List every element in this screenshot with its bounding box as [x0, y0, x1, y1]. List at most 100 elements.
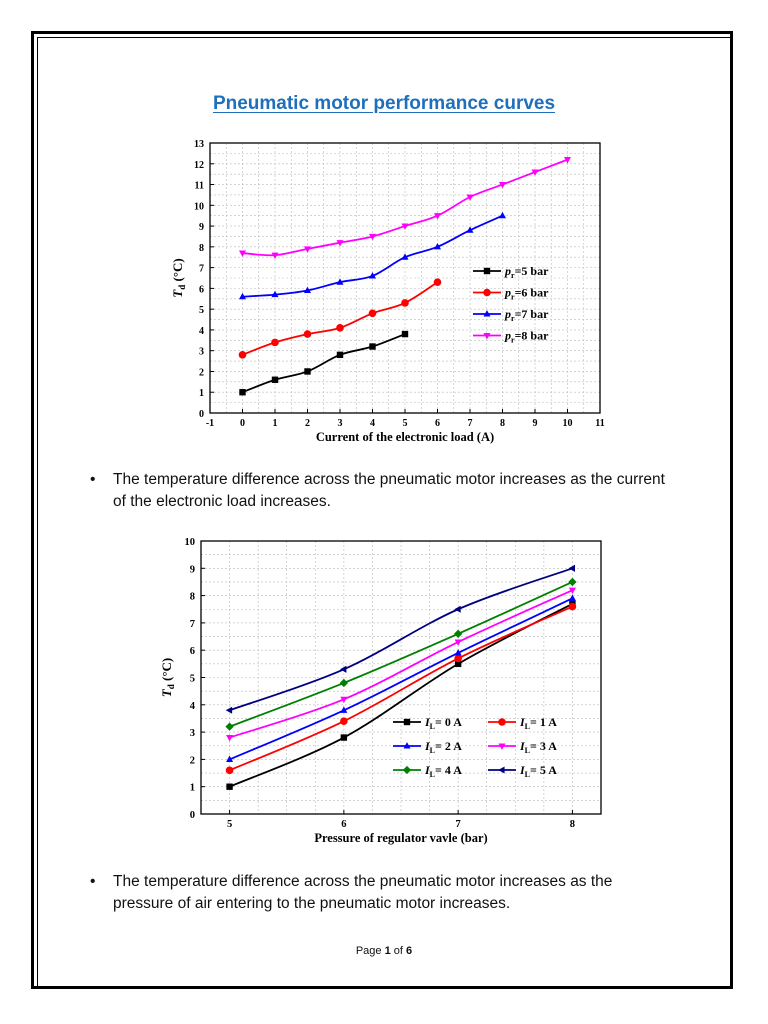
legend-label-2: IL= 1 A [519, 715, 557, 731]
legend-marker-2 [483, 288, 491, 297]
y-tick-label: 1 [199, 388, 204, 399]
bullet-item-2: • The temperature difference across the … [90, 871, 670, 915]
series-6-point-4 [568, 564, 575, 572]
x-tick-label: 2 [305, 418, 310, 429]
series-3-point-2 [340, 706, 348, 713]
legend-label-5: IL= 4 A [424, 763, 462, 779]
series-1-point-3 [304, 368, 311, 375]
x-tick-label: 1 [273, 418, 278, 429]
x-tick-label: 8 [570, 819, 575, 830]
legend-marker-3 [483, 310, 491, 317]
y-tick-label: 0 [190, 810, 195, 821]
series-3-point-1 [226, 755, 234, 762]
series-2-point-4 [568, 602, 577, 611]
x-tick-label: 4 [370, 418, 375, 429]
y-tick-label: 6 [199, 284, 204, 295]
y-tick-label: 7 [199, 264, 204, 275]
x-tick-label: 11 [595, 418, 604, 429]
series-4-point-5 [368, 233, 377, 241]
series-line-5 [229, 581, 573, 728]
footer-current-page: 1 [384, 945, 391, 957]
series-1-point-4 [336, 351, 344, 359]
page-title: Pneumatic motor performance curves [0, 93, 768, 115]
legend-marker-6 [498, 766, 505, 774]
series-line-6 [229, 567, 573, 712]
y-tick-label: 9 [190, 564, 195, 575]
x-tick-label: -1 [206, 418, 214, 429]
series-6-point-3 [454, 605, 461, 613]
series-line-4 [229, 589, 573, 739]
series-4-point-3 [454, 639, 462, 646]
series-5-point-1 [225, 722, 234, 731]
y-tick-label: 0 [199, 409, 204, 420]
series-5-point-2 [339, 678, 349, 688]
series-3-point-5 [368, 272, 377, 279]
series-4-point-6 [401, 223, 409, 230]
legend-label-3: IL= 2 A [424, 739, 462, 755]
bullet-dot: • [90, 873, 96, 890]
series-1-point-2 [271, 376, 279, 383]
legend-label-1: IL= 0 A [424, 715, 462, 731]
y-tick-label: 6 [190, 646, 195, 657]
series-2-point-3 [454, 654, 462, 663]
series-3-point-4 [568, 594, 576, 601]
series-3-point-9 [498, 211, 507, 219]
series-3-point-6 [401, 253, 409, 260]
bullet-item-1: • The temperature difference across the … [90, 469, 670, 513]
page-title-text: Pneumatic motor performance curves [212, 93, 556, 114]
series-1-point-1 [239, 389, 246, 396]
y-tick-label: 10 [194, 201, 204, 212]
series-3-point-3 [454, 649, 462, 656]
y-tick-label: 9 [199, 222, 204, 233]
x-tick-label: 10 [563, 418, 573, 429]
series-3-point-1 [238, 292, 247, 300]
chart-temperature-vs-pressure: 5 6 7 8 0 1 2 3 4 5 6 7 8 9 10 Pressure of regulator va… [155, 533, 615, 853]
legend-label-1: pr=5 bar [504, 264, 549, 280]
series-1-point-6 [401, 330, 409, 338]
legend-marker-2 [498, 718, 506, 726]
series-3-point-8 [466, 226, 474, 233]
bullet-text-1: The temperature difference across the pn… [113, 471, 665, 510]
series-4-point-1 [238, 250, 247, 257]
legend-marker-3 [403, 742, 411, 749]
series-3-point-2 [271, 290, 279, 298]
legend-marker-4 [498, 743, 506, 750]
series-4-point-4 [336, 240, 344, 247]
y-tick-label: 8 [190, 592, 195, 603]
series-4-point-1 [226, 735, 234, 742]
series-2-point-5 [368, 309, 377, 318]
series-2-point-4 [336, 324, 344, 332]
bullet-dot: • [90, 471, 96, 488]
footer-total-pages: 6 [406, 945, 413, 957]
legend-label-4: IL= 3 A [519, 739, 557, 755]
y-tick-label: 2 [199, 367, 204, 378]
series-4-point-10 [531, 169, 539, 176]
series-1-point-2 [340, 734, 348, 741]
series-3-point-3 [303, 286, 312, 294]
x-tick-label: 0 [240, 418, 245, 429]
series-line-2 [229, 605, 573, 772]
x-tick-label: 3 [338, 418, 343, 429]
series-line-3 [229, 597, 573, 761]
chart-svg: 5 6 7 8 0 1 2 3 4 5 6 7 8 9 10 Pressure of regulator va… [159, 537, 602, 845]
series-4-point-8 [466, 194, 474, 201]
series-1-point-5 [369, 343, 376, 350]
series-4-point-4 [568, 587, 576, 594]
series-2-point-2 [340, 717, 348, 725]
legend-marker-5 [402, 765, 412, 775]
y-tick-label: 3 [199, 347, 204, 358]
x-tick-label: 5 [403, 418, 408, 429]
series-1-point-3 [454, 660, 462, 668]
series-4-point-2 [340, 696, 348, 704]
series-1-point-1 [226, 783, 233, 790]
y-tick-label: 5 [190, 674, 195, 685]
x-tick-label: 7 [468, 418, 473, 429]
y-axis-label: Td (°C) [159, 658, 176, 697]
x-tick-label: 6 [341, 819, 346, 830]
y-axis-label: Td (°C) [170, 258, 187, 297]
page-border-inner [37, 37, 731, 987]
x-tick-label: 6 [435, 418, 440, 429]
legend-label-2: pr=6 bar [504, 286, 549, 302]
x-axis-label: Current of the electronic load (A) [316, 430, 494, 444]
series-6-point-1 [225, 706, 233, 714]
